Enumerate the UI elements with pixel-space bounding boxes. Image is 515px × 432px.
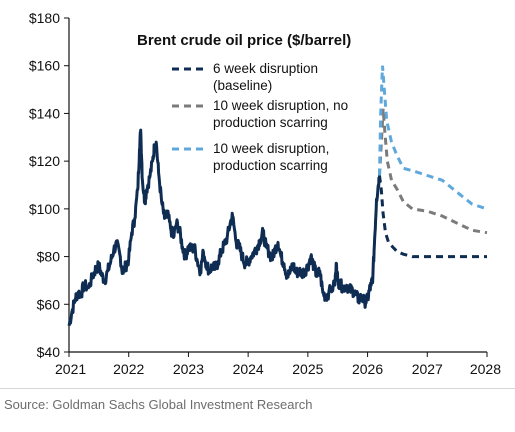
source-note: Source: Goldman Sachs Global Investment … bbox=[4, 397, 313, 412]
legend-label: 10 week disruption, no production scarrin… bbox=[213, 98, 348, 130]
y-tick-label: $160 bbox=[29, 58, 60, 74]
chart-title: Brent crude oil price ($/barrel) bbox=[137, 32, 351, 49]
x-tick-label: 2021 bbox=[55, 361, 86, 377]
legend-label: 10 week disruption, production scarring bbox=[213, 141, 329, 173]
y-tick-label: $80 bbox=[37, 249, 61, 265]
y-tick-label: $40 bbox=[37, 344, 61, 360]
scenario-line-3 bbox=[378, 65, 488, 211]
scenario-line-1 bbox=[378, 175, 487, 259]
y-tick-label: $60 bbox=[37, 296, 61, 312]
x-tick-label: 2024 bbox=[233, 361, 264, 377]
x-tick-label: 2026 bbox=[352, 361, 383, 377]
x-tick-label: 2022 bbox=[113, 361, 144, 377]
legend-label: 6 week disruption (baseline) bbox=[213, 61, 318, 93]
axes bbox=[68, 18, 487, 353]
y-tick-label: $180 bbox=[29, 10, 60, 26]
historical-price-line bbox=[67, 128, 381, 327]
x-tick-label: 2028 bbox=[470, 361, 501, 377]
x-tick-label: 2023 bbox=[173, 361, 204, 377]
legend: 6 week disruption (baseline) 10 week disru… bbox=[172, 61, 348, 173]
y-tick-label: $100 bbox=[29, 201, 60, 217]
x-tick-labels: 2021 2022 2023 2024 2025 2026 2027 2028 bbox=[55, 352, 501, 377]
divider-line bbox=[0, 388, 515, 389]
x-tick-label: 2027 bbox=[412, 361, 443, 377]
scenario-line-2 bbox=[378, 108, 488, 235]
y-tick-label: $140 bbox=[29, 105, 60, 121]
series-lines bbox=[67, 65, 488, 327]
y-tick-labels: $40 $60 $80 $100 $120 $140 $160 $180 bbox=[29, 10, 69, 360]
y-tick-label: $120 bbox=[29, 153, 60, 169]
x-tick-label: 2025 bbox=[292, 361, 323, 377]
